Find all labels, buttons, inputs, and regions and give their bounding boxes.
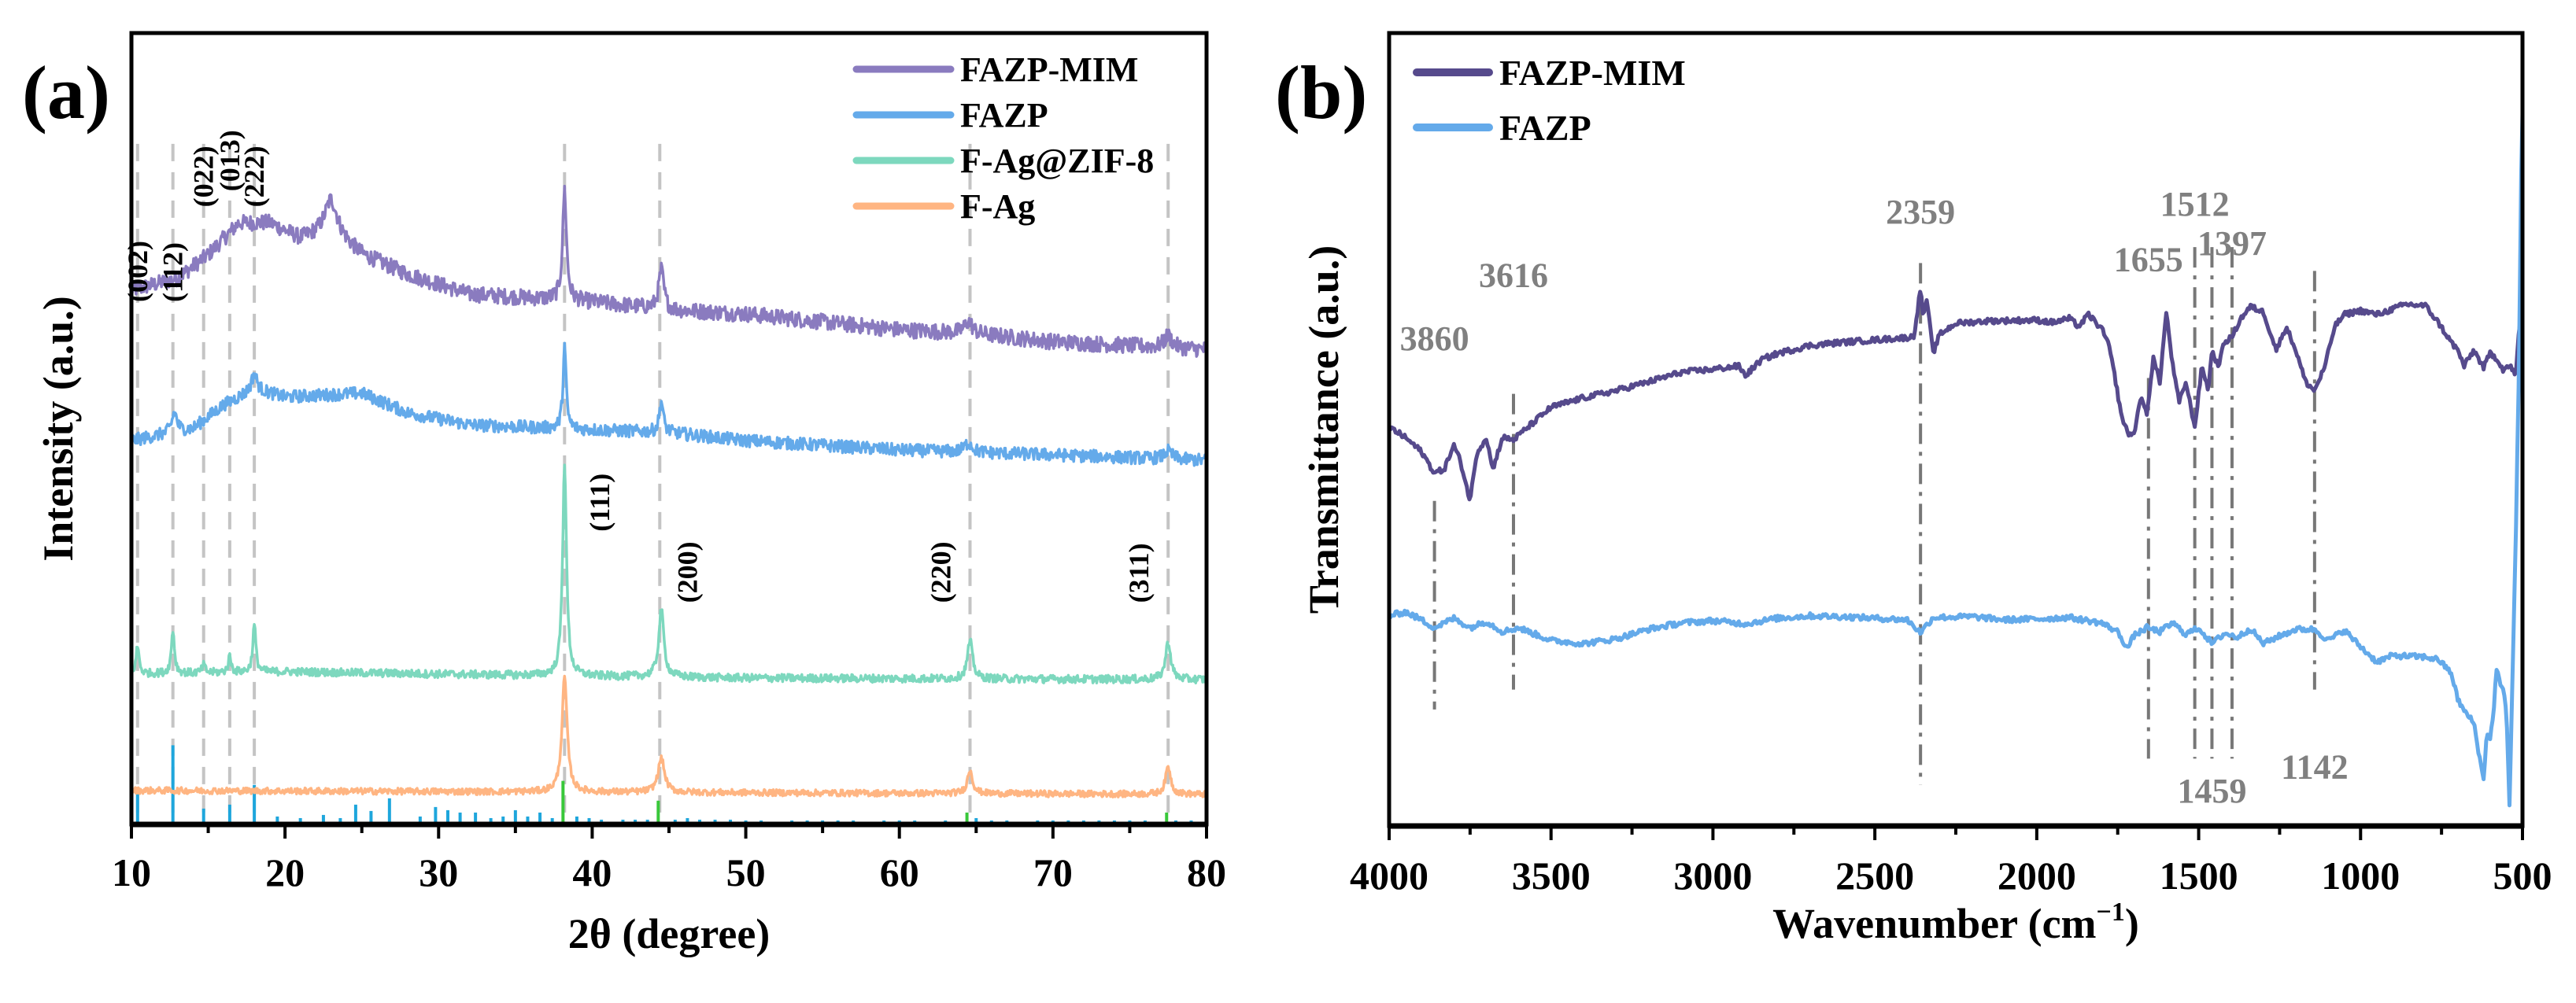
miller-index-label: (022) xyxy=(188,146,220,207)
series-line-fazp xyxy=(1387,114,2525,808)
x-axis-title-main: Wavenumber (cm xyxy=(1772,900,2096,947)
x-tick-label: 1000 xyxy=(2321,854,2400,898)
wavenumber-label: 3616 xyxy=(1479,256,1548,295)
x-axis-title: 2θ (degree) xyxy=(568,910,771,957)
wavenumber-label: 1397 xyxy=(2197,224,2267,263)
miller-index-label: (311) xyxy=(1123,543,1155,603)
x-tick-label: 70 xyxy=(1033,850,1073,894)
x-tick-label: 60 xyxy=(880,850,919,894)
panel-b: 3860 3616 2359 1655 1512 1459 1397 1142 4000 3500… xyxy=(1275,31,2552,947)
series-line-f-ag xyxy=(130,674,1208,798)
panel-label: (b) xyxy=(1275,50,1367,135)
x-axis-title-end: ) xyxy=(2125,900,2139,947)
y-axis-title: Intensity (a.u.) xyxy=(35,296,82,562)
x-tick-label: 3500 xyxy=(1512,854,1591,898)
legend-label: F-Ag xyxy=(960,187,1035,226)
legend-label: FAZP xyxy=(960,96,1048,135)
series-line-fazp-mim xyxy=(130,184,1207,358)
miller-index-label: (013) xyxy=(214,130,246,191)
x-axis-title-superscript: −1 xyxy=(2097,898,2125,927)
plot-frame xyxy=(1387,31,2525,828)
legend-label: FAZP xyxy=(1499,108,1591,148)
miller-index-label: (002) xyxy=(122,241,153,302)
series-line-fazp-mim xyxy=(1387,289,2525,502)
x-tick-label: 2000 xyxy=(1998,854,2076,898)
x-tick-label: 80 xyxy=(1187,850,1226,894)
x-tick-label: 1500 xyxy=(2160,854,2238,898)
x-tick-label: 2500 xyxy=(1835,854,1914,898)
x-tick-label: 10 xyxy=(112,850,151,894)
x-tick-label: 3000 xyxy=(1673,854,1752,898)
legend-label: F-Ag@ZIF-8 xyxy=(960,142,1154,180)
miller-index-label: (200) xyxy=(671,541,703,603)
series-line-f-ag-zif-8 xyxy=(130,463,1208,684)
wavenumber-label: 3860 xyxy=(1400,319,1469,358)
y-axis-title: Transmittance (a.u.) xyxy=(1300,245,1347,614)
wavenumber-label: 1459 xyxy=(2177,772,2246,810)
wavenumber-label: 1655 xyxy=(2114,240,2183,278)
miller-index-label: (111) xyxy=(584,474,615,532)
panel-a: 10 20 30 40 50 60 70 80 (002) (112) (022)(013)(222… xyxy=(22,31,1226,957)
series-line-fazp xyxy=(130,341,1208,467)
x-axis-title: Wavenumber (cm−1) xyxy=(1772,898,2139,947)
legend-label: FAZP-MIM xyxy=(1499,53,1686,93)
x-tick-label: 30 xyxy=(419,850,458,894)
wavenumber-label: 1142 xyxy=(2281,748,2349,787)
miller-index-label: (112) xyxy=(157,242,189,302)
x-tick-label: 40 xyxy=(572,850,612,894)
legend-label: FAZP-MIM xyxy=(960,50,1138,89)
x-tick-label: 4000 xyxy=(1350,854,1428,898)
wavenumber-label: 1512 xyxy=(2160,185,2230,223)
miller-index-label: (220) xyxy=(925,541,956,603)
panel-label: (a) xyxy=(22,50,110,135)
x-tick-label: 50 xyxy=(726,850,766,894)
wavenumber-label: 2359 xyxy=(1886,193,1955,231)
miller-index-label: (222) xyxy=(238,146,270,207)
x-tick-label: 500 xyxy=(2493,854,2552,898)
x-tick-label: 20 xyxy=(265,850,305,894)
